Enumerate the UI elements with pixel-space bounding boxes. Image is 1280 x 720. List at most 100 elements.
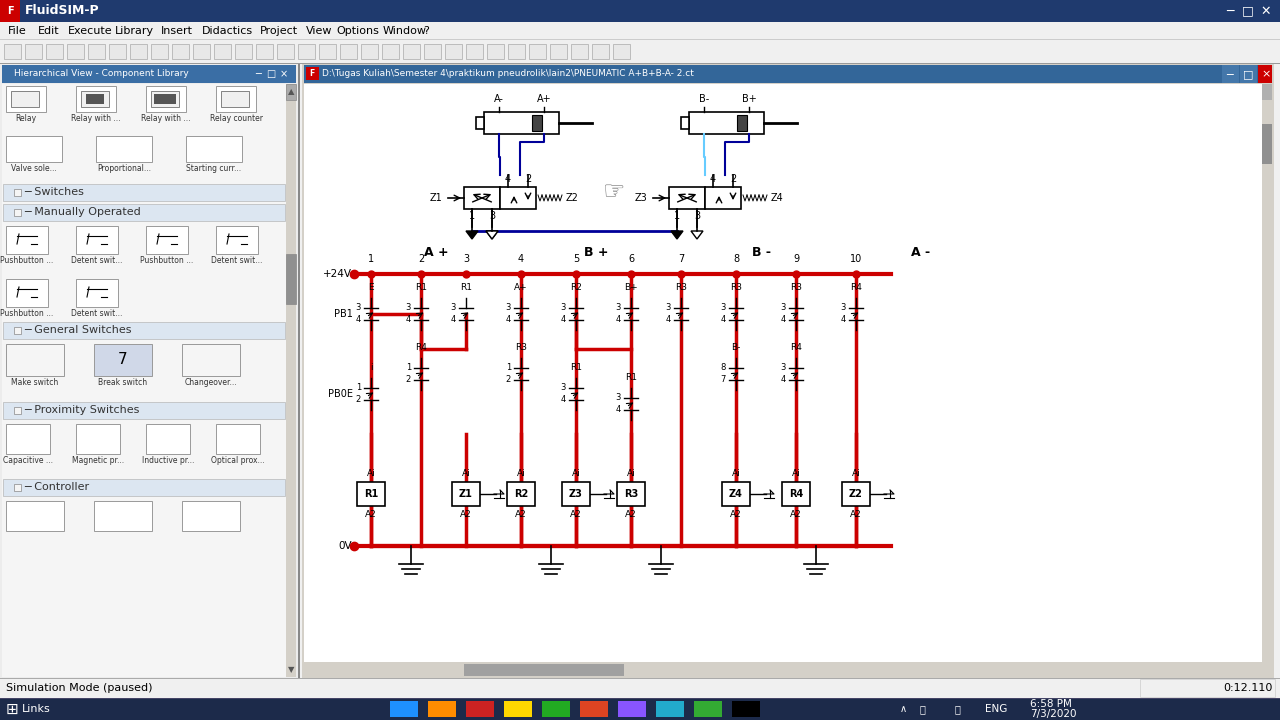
- Text: 4: 4: [781, 376, 786, 384]
- Text: R3: R3: [515, 343, 527, 352]
- Text: 4: 4: [356, 315, 361, 325]
- Text: R2: R2: [570, 283, 582, 292]
- Text: 3: 3: [616, 394, 621, 402]
- Bar: [14, 209, 20, 216]
- Text: ✕: ✕: [1261, 4, 1271, 17]
- Bar: [76, 86, 116, 112]
- Text: Z3: Z3: [570, 489, 582, 499]
- Text: □: □: [1242, 4, 1254, 17]
- Bar: [613, 44, 630, 59]
- Text: 4: 4: [561, 315, 566, 325]
- Text: 3: 3: [781, 304, 786, 312]
- Text: 3: 3: [721, 304, 726, 312]
- Text: 📶: 📶: [920, 704, 925, 714]
- Bar: [193, 44, 210, 59]
- Bar: [532, 115, 541, 131]
- Bar: [3, 479, 285, 496]
- Bar: [131, 44, 147, 59]
- Bar: [657, 701, 684, 717]
- Text: Relay counter: Relay counter: [210, 114, 262, 123]
- Bar: [182, 344, 241, 376]
- Bar: [3, 402, 285, 419]
- Text: Didactics: Didactics: [202, 26, 253, 36]
- Text: R3: R3: [623, 489, 639, 499]
- Bar: [669, 187, 705, 209]
- Text: 1: 1: [406, 364, 411, 372]
- Bar: [319, 44, 335, 59]
- Text: 3: 3: [666, 304, 671, 312]
- Bar: [732, 701, 760, 717]
- Text: 7: 7: [721, 376, 726, 384]
- Text: R4: R4: [850, 283, 861, 292]
- Text: A2: A2: [365, 510, 376, 519]
- Bar: [6, 279, 49, 307]
- Bar: [76, 226, 118, 254]
- Bar: [529, 44, 547, 59]
- Bar: [705, 187, 741, 209]
- Text: 6:58 PM: 6:58 PM: [1030, 699, 1071, 709]
- Text: 4: 4: [561, 395, 566, 405]
- Text: ─: ─: [255, 69, 261, 79]
- Bar: [46, 44, 63, 59]
- Text: Pushbutton ...: Pushbutton ...: [0, 256, 54, 265]
- Bar: [6, 136, 61, 162]
- Text: 3: 3: [781, 364, 786, 372]
- Bar: [508, 44, 525, 59]
- Text: 4: 4: [406, 315, 411, 325]
- Text: Detent swit...: Detent swit...: [211, 256, 262, 265]
- Bar: [305, 84, 1262, 662]
- Text: Simulation Mode (paused): Simulation Mode (paused): [6, 683, 152, 693]
- Text: Project: Project: [260, 26, 298, 36]
- Bar: [305, 664, 1260, 676]
- Text: Starting curr...: Starting curr...: [187, 164, 242, 173]
- Bar: [357, 482, 385, 506]
- Bar: [3, 65, 296, 83]
- Text: Valve sole...: Valve sole...: [12, 164, 56, 173]
- Text: R1: R1: [625, 373, 637, 382]
- Bar: [1222, 65, 1239, 83]
- Text: ×: ×: [280, 69, 288, 79]
- Text: PB0E: PB0E: [328, 389, 353, 399]
- Text: Detent swit...: Detent swit...: [72, 309, 123, 318]
- Bar: [681, 117, 689, 129]
- Bar: [500, 187, 536, 209]
- Bar: [1262, 84, 1272, 100]
- Text: R1: R1: [570, 363, 582, 372]
- Text: Ai: Ai: [366, 469, 375, 478]
- Text: 🔊: 🔊: [955, 704, 961, 714]
- Bar: [306, 67, 319, 80]
- Text: Break switch: Break switch: [99, 378, 147, 387]
- Text: ─: ─: [1226, 4, 1234, 17]
- Text: A2: A2: [730, 510, 742, 519]
- Bar: [0, 0, 1280, 22]
- Bar: [3, 204, 285, 221]
- Text: B+: B+: [625, 283, 637, 292]
- Text: Changeover...: Changeover...: [184, 378, 237, 387]
- Text: Z2: Z2: [849, 489, 863, 499]
- Text: 4: 4: [616, 405, 621, 415]
- Bar: [146, 424, 189, 454]
- Text: i: i: [370, 363, 372, 372]
- Bar: [6, 86, 46, 112]
- Polygon shape: [486, 231, 498, 239]
- Text: R3: R3: [675, 283, 687, 292]
- Bar: [305, 65, 1272, 83]
- Text: 9: 9: [792, 254, 799, 264]
- Bar: [0, 39, 1280, 40]
- Text: Insert: Insert: [161, 26, 193, 36]
- Text: ∧: ∧: [900, 704, 908, 714]
- Text: Ai: Ai: [462, 469, 470, 478]
- Bar: [0, 678, 1280, 679]
- Bar: [86, 94, 104, 104]
- Text: 0V: 0V: [338, 541, 352, 551]
- Text: Ai: Ai: [851, 469, 860, 478]
- Bar: [0, 0, 20, 22]
- Bar: [302, 64, 1274, 678]
- Text: A+: A+: [536, 94, 552, 104]
- Text: Z3: Z3: [635, 193, 646, 203]
- Text: 1: 1: [675, 211, 680, 221]
- Text: 4: 4: [721, 315, 726, 325]
- Bar: [571, 44, 588, 59]
- Text: E: E: [369, 283, 374, 292]
- Bar: [465, 664, 625, 676]
